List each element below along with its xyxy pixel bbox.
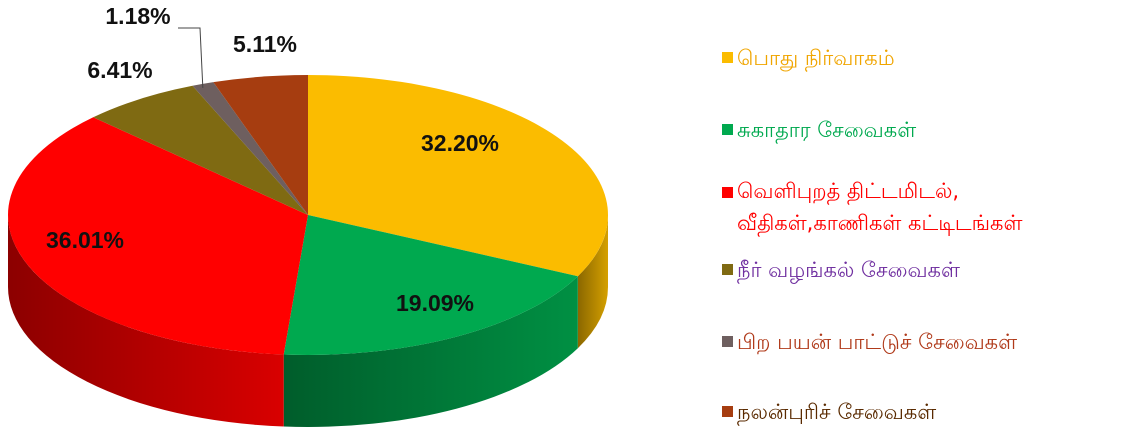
pie-slice <box>7 117 308 355</box>
legend-swatch <box>722 187 733 198</box>
data-label: 6.41% <box>87 57 152 83</box>
legend-item: நலன்புரிச் சேவைகள் <box>722 394 936 430</box>
legend-swatch <box>722 124 733 135</box>
legend-item: பிற பயன் பாட்டுச் சேவைகள் <box>722 324 1017 360</box>
pie-slice <box>308 75 608 277</box>
pie-slice <box>283 215 578 355</box>
legend-label: நீர் வழங்கல் சேவைகள் <box>737 258 960 282</box>
legend-swatch <box>722 264 733 275</box>
data-label: 1.18% <box>105 3 170 29</box>
legend-swatch <box>722 406 733 417</box>
pie-slice-side <box>283 276 578 427</box>
data-label: 19.09% <box>396 290 474 316</box>
chart: 32.20% 19.09% 36.01% 6.41% 1.18% 5.11% <box>7 3 608 427</box>
legend-item: சுகாதார சேவைகள் <box>722 112 916 148</box>
data-label: 36.01% <box>46 227 124 253</box>
legend-item: வெளிபுறத் திட்டமிடல், வீதிகள்,காணிகள் கட… <box>722 175 1022 239</box>
pie-slice-side <box>8 215 284 427</box>
legend-label: வெளிபுறத் திட்டமிடல், வீதிகள்,காணிகள் கட… <box>737 179 1023 235</box>
pie-slice <box>192 82 308 216</box>
legend-item: நீர் வழங்கல் சேவைகள் <box>722 252 960 288</box>
leader-line <box>178 27 204 88</box>
pie-slice <box>93 85 308 215</box>
legend-item: பொது நிர்வாகம் <box>722 40 895 76</box>
legend-label: நலன்புரிச் சேவைகள் <box>737 400 937 424</box>
legend-label: சுகாதார சேவைகள் <box>737 118 917 142</box>
legend-swatch <box>722 336 733 347</box>
pie-slice <box>213 75 308 215</box>
data-label: 5.11% <box>233 31 297 57</box>
data-label: 32.20% <box>421 130 499 156</box>
pie-slice-side <box>577 215 608 349</box>
legend-swatch <box>722 52 733 63</box>
legend-label: பிற பயன் பாட்டுச் சேவைகள் <box>737 330 1018 354</box>
legend-label: பொது நிர்வாகம் <box>737 46 895 70</box>
